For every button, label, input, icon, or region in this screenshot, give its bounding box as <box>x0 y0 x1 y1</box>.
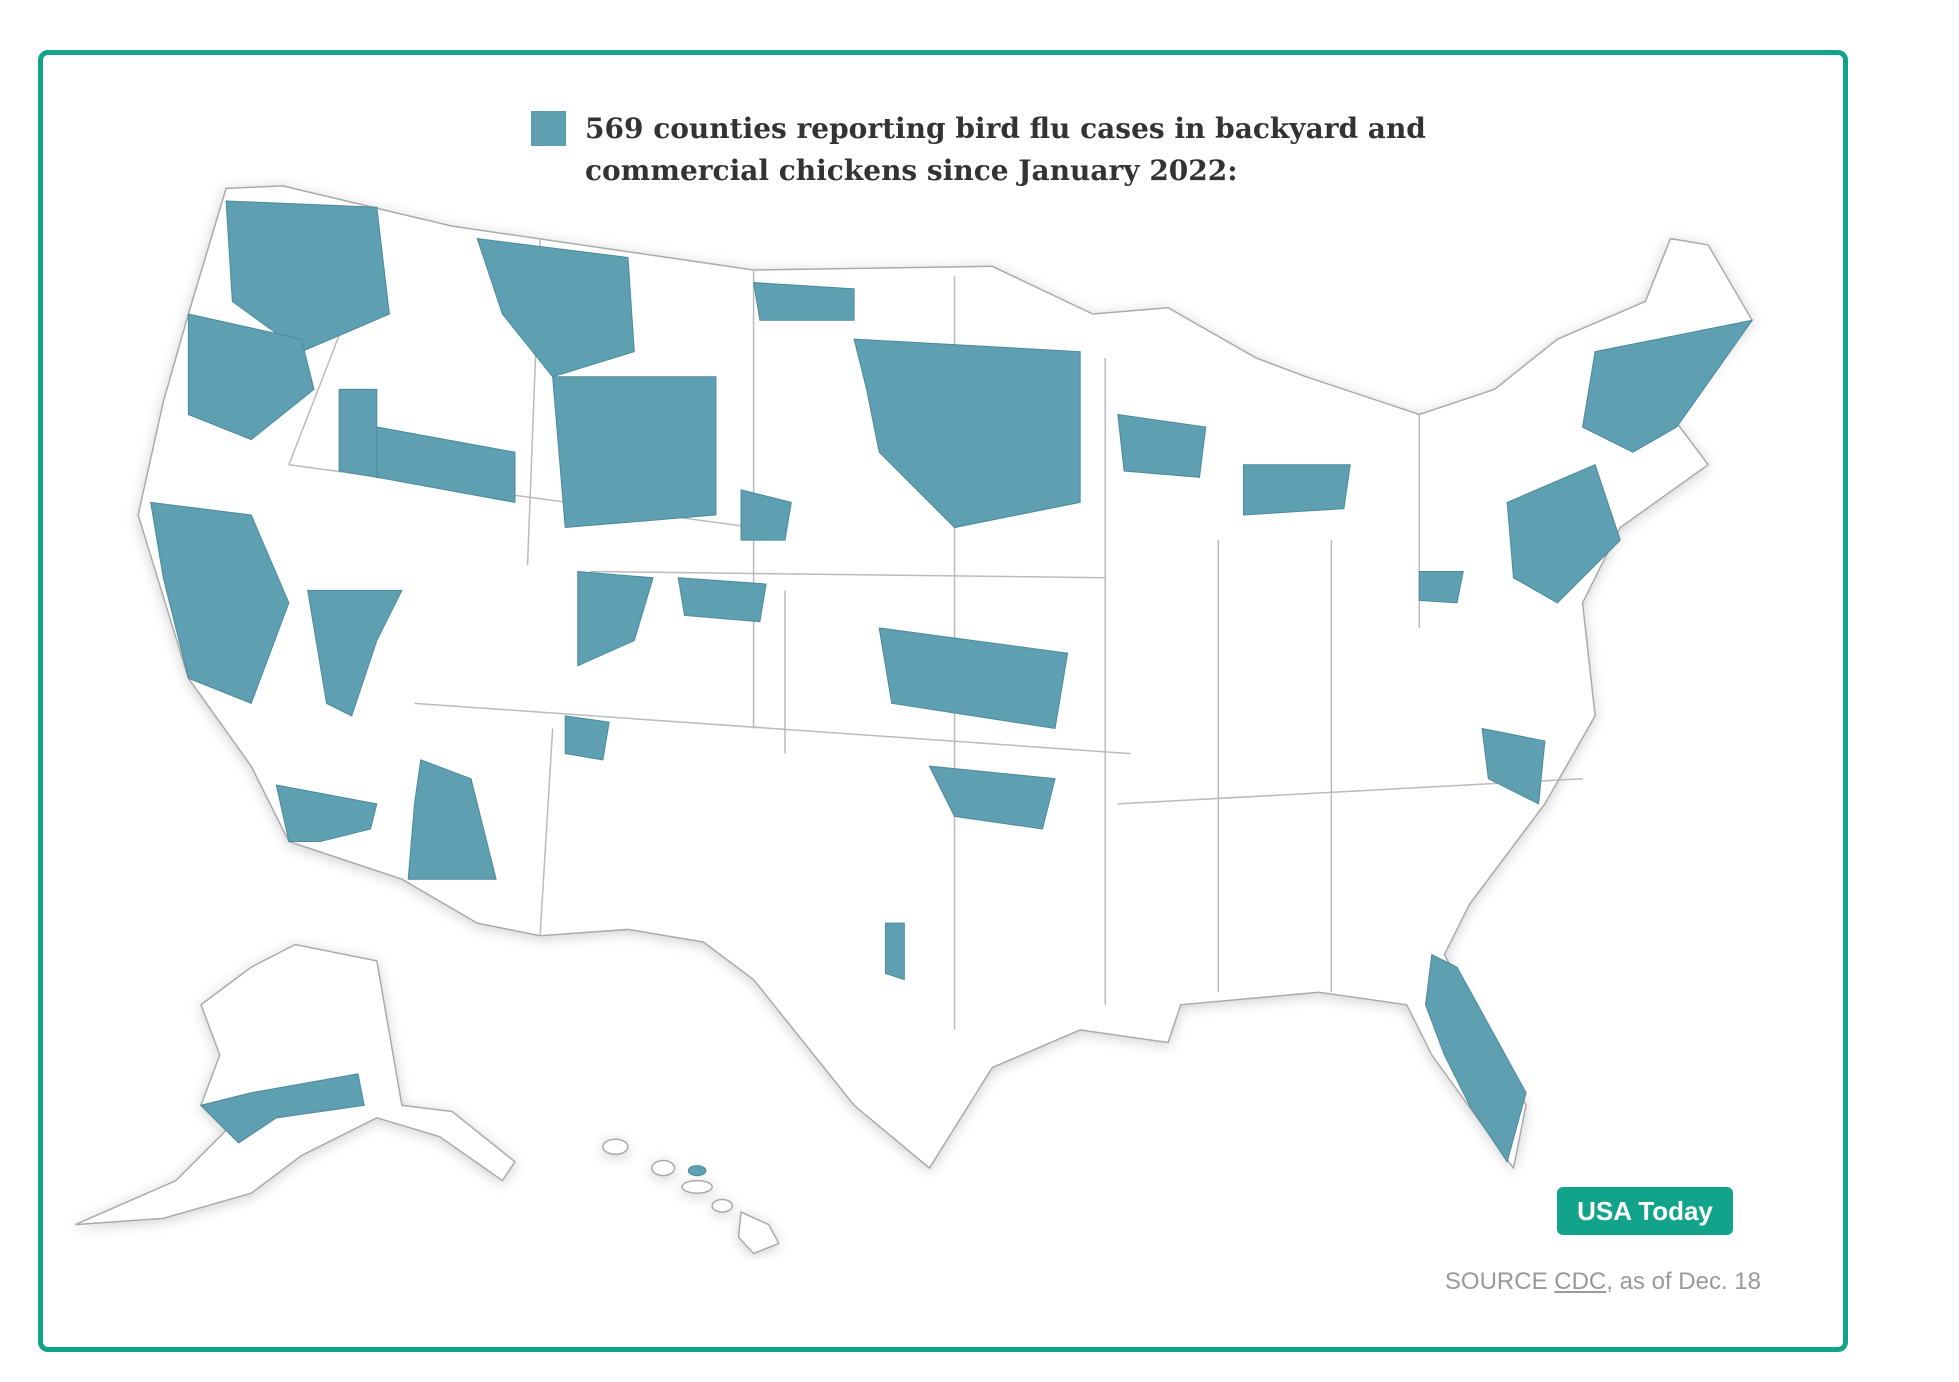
card-frame <box>38 50 1848 1352</box>
brand-badge[interactable]: USA Today <box>1557 1187 1733 1235</box>
hawaii <box>602 1138 780 1255</box>
source-note: SOURCE CDC, as of Dec. 18 <box>1445 1268 1761 1296</box>
reporting-counties <box>150 200 1754 1177</box>
source-link[interactable]: CDC <box>1554 1268 1607 1295</box>
legend-label: 569 counties reporting bird flu cases in… <box>585 112 1426 187</box>
source-prefix: SOURCE <box>1444 1268 1548 1295</box>
legend-swatch <box>531 111 566 146</box>
map-shapes <box>75 185 1754 1255</box>
source-suffix: , as of Dec. 18 <box>1606 1268 1761 1295</box>
